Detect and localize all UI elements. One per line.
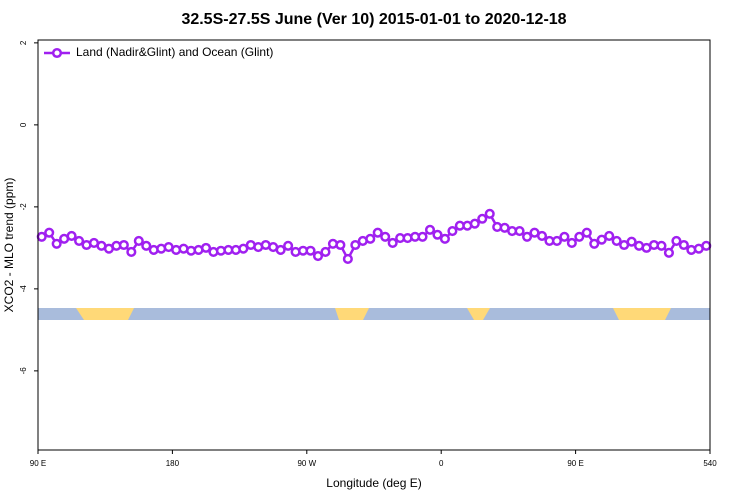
point bbox=[424, 224, 436, 235]
point bbox=[387, 237, 398, 248]
point bbox=[559, 231, 570, 242]
point bbox=[522, 231, 533, 242]
point bbox=[604, 230, 615, 242]
point bbox=[469, 218, 480, 229]
point bbox=[133, 235, 144, 246]
land-ocean-strip bbox=[38, 308, 710, 320]
point bbox=[380, 231, 391, 242]
x-tick-label: 90 E bbox=[30, 459, 46, 468]
y-tick-label: -2 bbox=[19, 203, 28, 211]
point bbox=[305, 245, 316, 256]
point bbox=[484, 208, 495, 219]
point bbox=[417, 231, 428, 242]
legend-marker bbox=[51, 47, 63, 59]
x-tick-label: 0 bbox=[439, 459, 444, 468]
point bbox=[589, 238, 600, 249]
x-tick-label: 180 bbox=[166, 459, 180, 468]
point bbox=[66, 230, 77, 242]
ocean-band bbox=[38, 308, 710, 320]
point bbox=[671, 235, 682, 246]
point bbox=[581, 227, 592, 238]
point bbox=[678, 239, 689, 251]
point bbox=[342, 253, 353, 264]
point bbox=[574, 231, 585, 242]
point bbox=[118, 239, 129, 251]
land-band bbox=[335, 308, 369, 320]
y-tick-label: 0 bbox=[19, 122, 28, 127]
point bbox=[283, 240, 294, 251]
point bbox=[44, 227, 55, 238]
point bbox=[335, 239, 346, 251]
point bbox=[432, 229, 443, 240]
point bbox=[372, 227, 383, 238]
point bbox=[126, 246, 137, 258]
point bbox=[320, 246, 331, 258]
plot-frame bbox=[37, 39, 711, 451]
x-tick-label: 90 W bbox=[297, 459, 316, 468]
land-band bbox=[76, 308, 134, 320]
point bbox=[350, 239, 361, 251]
point bbox=[477, 213, 488, 224]
y-axis-label: XCO2 - MLO trend (ppm) bbox=[2, 178, 16, 313]
point bbox=[514, 226, 525, 237]
point bbox=[663, 247, 674, 258]
point bbox=[611, 235, 622, 246]
chart-title: 32.5S-27.5S June (Ver 10) 2015-01-01 to … bbox=[181, 11, 566, 28]
land-band bbox=[467, 308, 490, 320]
x-tick-label: 90 E bbox=[567, 459, 583, 468]
legend-label: Land (Nadir&Glint) and Ocean (Glint) bbox=[76, 45, 273, 59]
point bbox=[596, 234, 607, 245]
point bbox=[551, 235, 562, 246]
x-tick-label: 540 bbox=[703, 459, 717, 468]
point bbox=[275, 244, 286, 255]
x-axis-label: Longitude (deg E) bbox=[326, 476, 421, 490]
point bbox=[701, 240, 712, 251]
plot-area bbox=[36, 208, 712, 264]
point bbox=[447, 226, 458, 237]
y-tick-label: -4 bbox=[19, 285, 28, 293]
point bbox=[439, 233, 450, 244]
point bbox=[74, 235, 85, 246]
point bbox=[566, 237, 577, 248]
point bbox=[536, 230, 548, 242]
point bbox=[365, 233, 376, 244]
point bbox=[141, 240, 152, 251]
point bbox=[626, 236, 637, 247]
point bbox=[200, 242, 212, 253]
point bbox=[312, 251, 324, 262]
y-tick-label: -6 bbox=[19, 367, 28, 375]
y-tick-label: 2 bbox=[19, 40, 28, 45]
point bbox=[656, 240, 667, 251]
land-band bbox=[613, 308, 671, 320]
point bbox=[51, 238, 62, 249]
point bbox=[238, 243, 249, 254]
